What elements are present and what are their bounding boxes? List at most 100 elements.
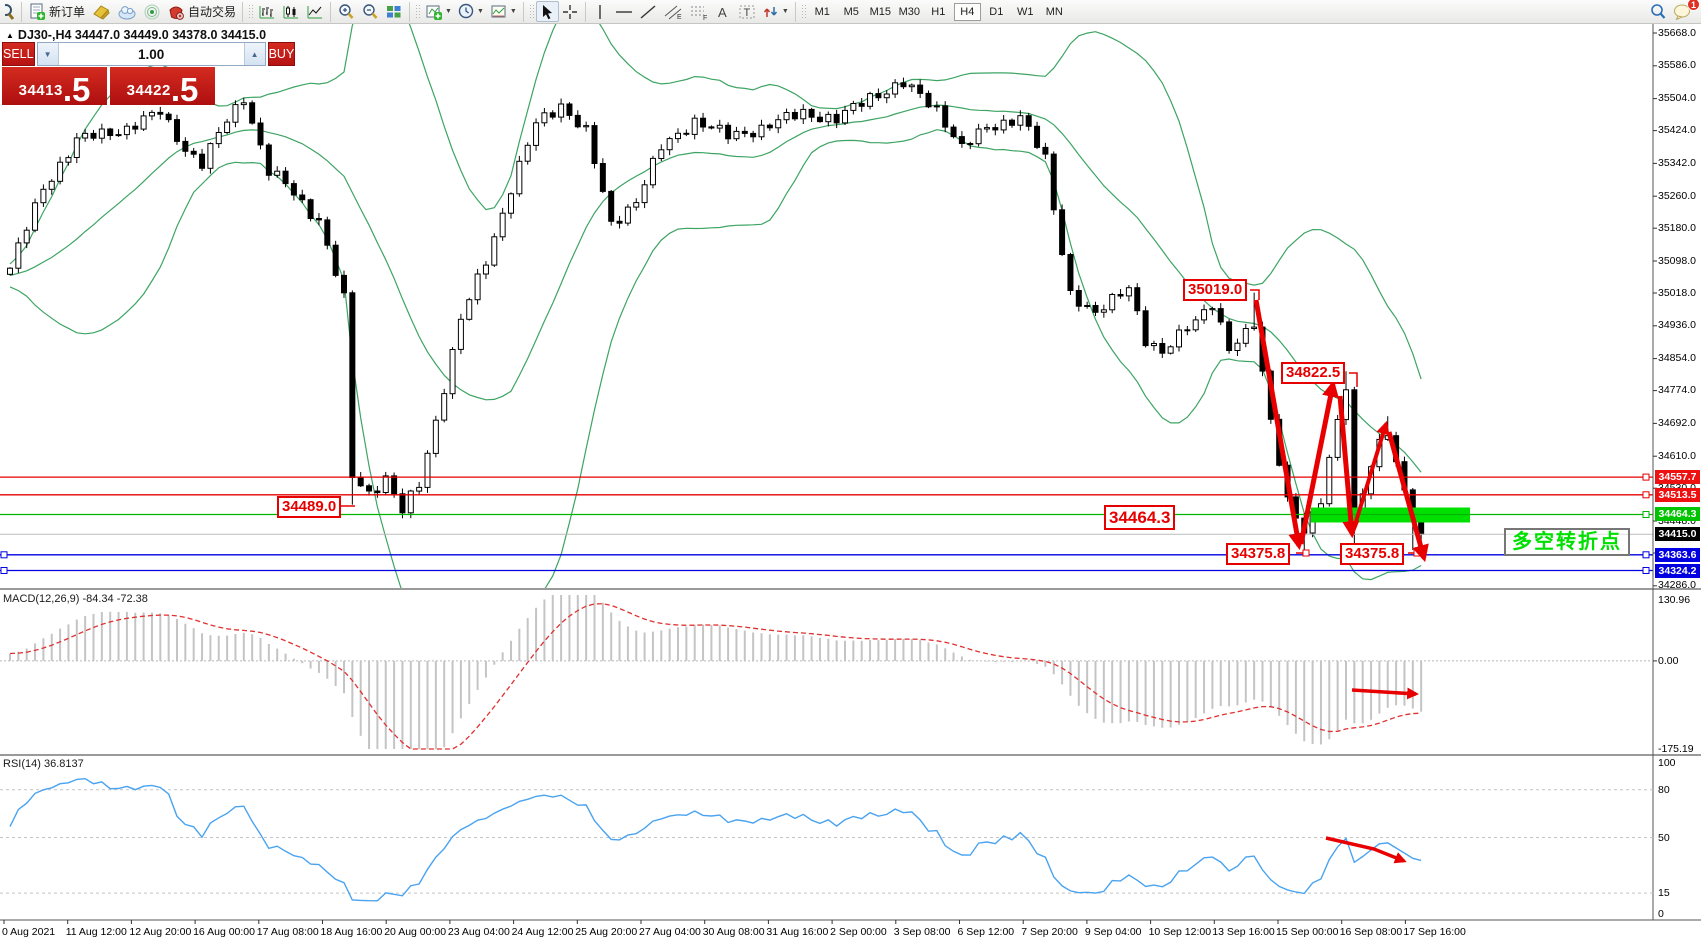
timeframe-w1[interactable]: W1 (1017, 5, 1034, 18)
bollinger-bands (9, 24, 1422, 589)
equidistant-channel-icon[interactable]: E (660, 1, 686, 22)
autotrading-icon (169, 6, 184, 20)
periods-icon[interactable]: ▼ (455, 1, 487, 22)
svg-text:A: A (718, 5, 727, 20)
timeframe-m30[interactable]: M30 (898, 5, 920, 18)
new-order-icon (30, 3, 45, 20)
symbol-marker-icon: ▲ (6, 30, 14, 40)
crosshair-icon[interactable] (559, 1, 582, 22)
volume-decrease-button[interactable]: ▼ (37, 43, 59, 65)
trend-arrows[interactable] (1253, 299, 1429, 563)
annotation-34822[interactable]: 34822.5 (1281, 362, 1346, 384)
annotation-34489[interactable]: 34489.0 (277, 496, 342, 518)
annotation-34375-b[interactable]: 34375.8 (1340, 543, 1405, 565)
time-tick: 16 Aug 00:00 (193, 926, 255, 938)
time-tick: 25 Aug 20:00 (575, 926, 638, 938)
time-tick: 3 Sep 08:00 (893, 926, 951, 938)
price-tick: 35586.0 (1658, 59, 1696, 72)
sounds-icon[interactable] (140, 1, 164, 22)
volume-input[interactable] (58, 43, 244, 65)
rsi-level: 80 (1658, 783, 1670, 796)
chart-area[interactable]: ▲ DJ30-,H4 34447.0 34449.0 34378.0 34415… (0, 24, 1701, 945)
auto-trading-button[interactable]: 自动交易 (164, 1, 239, 22)
price-tick: 34936.0 (1658, 319, 1696, 332)
time-tick: 18 Aug 16:00 (320, 926, 383, 938)
time-tick: 23 Aug 04:00 (447, 926, 510, 938)
rsi-scale-min: 0 (1658, 908, 1664, 920)
price-tick: 34692.0 (1658, 416, 1696, 429)
zoom-out-icon[interactable] (358, 1, 382, 22)
one-click-trading-panel: SELL ▼ ▲ BUY 34413.5 34422.5 (2, 42, 296, 106)
timeframe-group: M1 M5 M15 M30 H1 H4 D1 W1 MN (808, 2, 1069, 21)
indicators-icon[interactable]: ▼ (422, 1, 455, 22)
annotation-34375-a[interactable]: 34375.8 (1226, 543, 1291, 565)
annotation-34464[interactable]: 34464.3 (1104, 505, 1176, 530)
cursor-icon[interactable] (535, 1, 559, 22)
candlestick-chart-icon[interactable] (279, 1, 303, 22)
buy-button[interactable]: BUY (267, 42, 296, 66)
time-tick: 9 Sep 04:00 (1084, 926, 1142, 938)
volume-increase-button[interactable]: ▲ (243, 43, 265, 65)
notification-badge: 1 (1687, 0, 1700, 11)
rsi-label: RSI(14) 36.8137 (3, 758, 84, 770)
time-tick: 15 Sep 00:00 (1276, 926, 1339, 938)
horizontal-line-icon[interactable] (612, 1, 636, 22)
fibonacci-icon[interactable]: F (686, 1, 712, 22)
new-order-button[interactable]: 新订单 (25, 1, 88, 22)
search-icon[interactable] (1646, 1, 1670, 22)
svg-text:F: F (703, 15, 707, 20)
time-tick: 27 Aug 04:00 (639, 926, 701, 938)
price-tick: 35260.0 (1658, 189, 1696, 202)
text-label-icon[interactable]: T (735, 1, 759, 22)
chart-icon[interactable] (2, 1, 18, 22)
svg-text:T: T (743, 7, 750, 19)
price-tick: 35098.0 (1658, 254, 1696, 267)
chat-icon[interactable]: 1 (1670, 0, 1700, 22)
timeframe-d1[interactable]: D1 (989, 5, 1004, 18)
vertical-line-icon[interactable] (589, 1, 612, 22)
price-tick: 35668.0 (1658, 26, 1696, 39)
line-chart-icon[interactable] (303, 1, 327, 22)
price-tick: 35504.0 (1658, 92, 1696, 105)
macd-panel (0, 595, 1653, 750)
arrows-icon[interactable]: ▼ (759, 1, 792, 22)
main-toolbar: 新订单 自动交易 ▼ ▼ ▼ (0, 0, 1701, 24)
time-tick: 7 Sep 20:00 (1021, 926, 1078, 938)
time-tick: 24 Aug 12:00 (511, 926, 574, 938)
bar-chart-icon[interactable] (255, 1, 279, 22)
time-tick: 30 Aug 08:00 (702, 926, 765, 938)
timeframe-mn[interactable]: MN (1045, 5, 1063, 18)
text-icon[interactable]: A (712, 1, 735, 22)
macd-scale-zero: 0.00 (1658, 654, 1679, 667)
macd-scale-max: 130.96 (1658, 594, 1691, 606)
price-badge: 34363.6 (1655, 547, 1700, 562)
sell-button[interactable]: SELL (2, 42, 35, 66)
chart-canvas[interactable] (0, 24, 1701, 945)
timeframe-m15[interactable]: M15 (869, 5, 891, 18)
templates-icon[interactable]: ▼ (487, 1, 520, 22)
timeframe-m5[interactable]: M5 (843, 5, 859, 18)
buy-price[interactable]: 34422.5 (110, 67, 215, 106)
price-badge: 34324.2 (1655, 563, 1700, 578)
macd-scale-min: -175.19 (1658, 743, 1694, 755)
timeframe-m1[interactable]: M1 (814, 5, 830, 18)
timeframe-h1[interactable]: H1 (931, 5, 946, 18)
price-badge: 34415.0 (1655, 527, 1700, 542)
publish-icon[interactable] (114, 1, 140, 22)
price-tick: 34286.0 (1658, 579, 1696, 592)
time-tick: 12 Aug 20:00 (129, 926, 192, 938)
price-badge: 34557.7 (1655, 470, 1700, 485)
zoom-in-icon[interactable] (334, 1, 358, 22)
sell-price[interactable]: 34413.5 (2, 67, 107, 106)
time-tick: 13 Sep 16:00 (1212, 926, 1275, 938)
price-tick: 35018.0 (1658, 286, 1696, 299)
annotation-turning-point[interactable]: 多空转折点 (1504, 528, 1630, 556)
styler-icon[interactable] (88, 1, 114, 22)
tile-windows-icon[interactable] (382, 1, 406, 22)
timeframe-h4[interactable]: H4 (953, 2, 981, 21)
price-badge: 34513.5 (1655, 487, 1700, 502)
annotation-35019[interactable]: 35019.0 (1183, 279, 1248, 301)
trendline-icon[interactable] (636, 1, 660, 22)
time-tick: 0 Aug 2021 (2, 926, 56, 938)
time-tick: 16 Sep 08:00 (1339, 926, 1403, 938)
